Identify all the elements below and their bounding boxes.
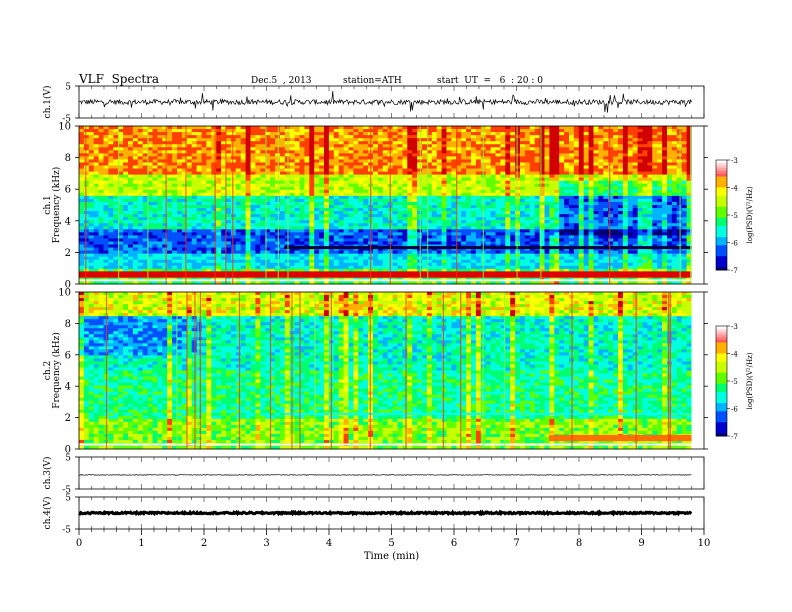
colorbar-tick-label: -7 <box>731 267 738 275</box>
colorbar-label: log(PSD)(V²/Hz) <box>746 186 754 243</box>
colorbar-tick-label: -3 <box>731 157 738 165</box>
colorbar-tick-label: -6 <box>731 240 738 248</box>
y-tick-label: 0 <box>65 280 71 291</box>
y-tick-label: 6 <box>65 185 71 196</box>
ch1-waveform: 5 -5 ch.1(V) <box>42 83 705 125</box>
y-tick-label: 5 <box>65 83 71 93</box>
y-axis-label: ch.2 <box>43 361 53 380</box>
y-axis-label: Frequency (kHz) <box>51 332 62 409</box>
y-tick-label: 5 <box>65 494 71 504</box>
y-tick-label: 2 <box>65 413 71 424</box>
colorbar: -3 -4 -5 -6 -7 log(PSD)(V²/Hz) <box>715 323 754 441</box>
ch4-waveform: 5 -5 ch.4(V) <box>42 494 705 536</box>
plot-frame <box>78 456 705 490</box>
y-axis-label: ch.1 <box>43 195 53 214</box>
signal-line <box>78 474 692 476</box>
lf-line <box>79 443 692 446</box>
station-label: station=ATH <box>343 76 402 86</box>
ch1-spectrogram: 0 2 4 6 8 10 ch.1 Frequency (kHz) <box>43 122 708 291</box>
plot-frame <box>78 125 705 285</box>
mid-line <box>284 412 692 415</box>
signal-line <box>78 90 692 113</box>
x-tick-label: 6 <box>451 538 457 549</box>
y-tick-label: 10 <box>58 122 71 133</box>
colorbar-tick-label: -3 <box>731 323 738 331</box>
signal-line <box>78 509 693 517</box>
x-tick-label: 5 <box>388 538 394 549</box>
lf-band <box>79 271 692 278</box>
y-tick-label: 6 <box>65 350 71 361</box>
y-tick-label: 8 <box>65 319 71 330</box>
x-tick-label: 7 <box>513 538 519 549</box>
colorbar-tick-label: -7 <box>731 433 738 441</box>
ch3-waveform: 5 -5 ch.3(V) <box>42 454 705 496</box>
start-time-label: start UT = 6 : 20 : 0 <box>437 76 543 86</box>
y-tick-label: 5 <box>65 454 71 464</box>
colorbar-tick-label: -4 <box>731 185 738 193</box>
y-axis-label: ch.1(V) <box>42 86 53 119</box>
colorbar-tick-label: -5 <box>731 378 738 386</box>
x-tick-label: 3 <box>263 538 269 549</box>
x-tick-label: 4 <box>326 538 332 549</box>
y-tick-label: -5 <box>62 486 71 496</box>
y-tick-label: 0 <box>65 445 71 456</box>
y-tick-label: -5 <box>62 115 71 125</box>
colorbar-tick-label: -6 <box>731 406 738 414</box>
x-tick-label: 0 <box>76 538 82 549</box>
ch2-spectrogram: 0 2 4 6 8 10 ch.2 Frequency (kHz) <box>43 288 708 456</box>
y-tick-label: 2 <box>65 248 71 259</box>
x-tick-label: 1 <box>138 538 144 549</box>
y-tick-label: 4 <box>65 216 71 227</box>
y-axis-label: ch.4(V) <box>42 497 53 530</box>
y-axis-label: ch.3(V) <box>42 457 53 490</box>
x-tick-label: 10 <box>698 538 711 549</box>
x-tick-label: 8 <box>576 538 582 549</box>
x-axis: 0 1 2 3 4 5 6 7 8 9 10 Time (min) <box>76 529 711 562</box>
chart-title: VLF Spectra <box>79 72 160 86</box>
plot-frame <box>78 291 705 450</box>
colorbar-tick-label: -5 <box>731 212 738 220</box>
x-tick-label: 2 <box>201 538 207 549</box>
lf-line <box>79 279 692 282</box>
colorbar: -3 -4 -5 -6 -7 log(PSD)(V²/Hz) <box>715 157 754 275</box>
colorbar-label: log(PSD)(V²/Hz) <box>746 352 754 409</box>
y-tick-label: 10 <box>58 288 71 299</box>
lf-band <box>549 434 692 442</box>
mid-band <box>284 246 692 250</box>
y-tick-label: 8 <box>65 153 71 164</box>
y-tick-label: -5 <box>62 526 71 536</box>
colorbar-tick-label: -4 <box>731 351 738 359</box>
y-axis-label: Frequency (kHz) <box>51 167 62 244</box>
date-label: Dec.5 , 2013 <box>251 76 312 86</box>
x-tick-label: 9 <box>638 538 644 549</box>
y-tick-label: 4 <box>65 382 71 393</box>
x-axis-label: Time (min) <box>364 551 419 562</box>
